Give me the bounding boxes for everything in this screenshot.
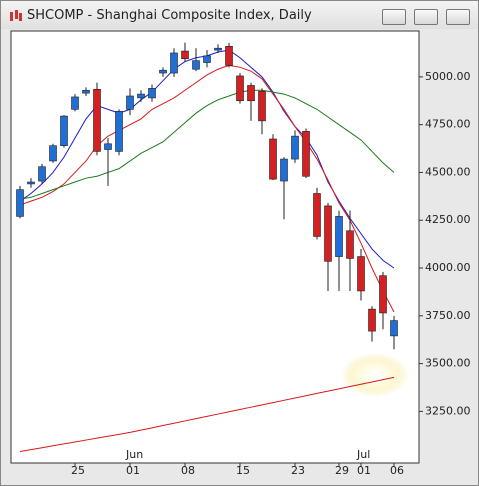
candle-body	[60, 115, 68, 146]
x-tick-label: 01	[357, 464, 371, 477]
y-tick-label: 4500.00	[425, 165, 471, 178]
candle-body	[159, 69, 167, 74]
candle-body	[225, 45, 233, 66]
candle-body	[137, 93, 145, 99]
maximize-button[interactable]	[414, 9, 438, 25]
plot-area	[10, 30, 420, 464]
candle-body	[38, 166, 46, 182]
highlight	[341, 353, 409, 397]
candle-body	[104, 143, 112, 150]
candle-body	[115, 110, 123, 152]
y-tick-label: 4750.00	[425, 118, 471, 131]
candle-body	[324, 205, 332, 262]
candle-body	[357, 256, 365, 292]
minimize-button[interactable]	[382, 9, 406, 25]
y-tick-label: 3250.00	[425, 404, 471, 417]
candle-body	[27, 181, 35, 185]
candle-body	[148, 88, 156, 99]
month-label: Jun	[125, 448, 143, 461]
x-tick-label: 08	[181, 464, 195, 477]
candle-body	[170, 52, 178, 74]
candle-body	[49, 145, 57, 162]
moving-average-line	[19, 89, 395, 200]
y-tick-label: 4000.00	[425, 261, 471, 274]
x-tick-label: 06	[390, 464, 404, 477]
window-title: SHCOMP - Shanghai Composite Index, Daily	[27, 8, 312, 23]
x-tick-label: 01	[126, 464, 140, 477]
x-tick-label: 23	[291, 464, 305, 477]
candle-body	[335, 216, 343, 257]
y-tick-label: 4250.00	[425, 213, 471, 226]
candle-body	[16, 189, 24, 217]
moving-average-line	[19, 376, 395, 453]
candle-body	[368, 308, 376, 332]
app-icon	[10, 10, 22, 21]
candle-body	[126, 95, 134, 110]
y-tick-label: 5000.00	[425, 70, 471, 83]
candle-body	[313, 193, 321, 237]
candle-body	[247, 85, 255, 102]
y-tick-label: 3750.00	[425, 309, 471, 322]
candle-body	[302, 131, 310, 177]
candle-body	[71, 96, 79, 110]
candle-body	[192, 60, 200, 70]
candle-body	[181, 50, 189, 60]
y-tick-label: 3500.00	[425, 357, 471, 370]
x-tick-label: 29	[335, 464, 349, 477]
candle-body	[203, 55, 211, 63]
x-tick-label: 25	[71, 464, 85, 477]
x-tick-label: 15	[236, 464, 250, 477]
candle-body	[214, 47, 222, 51]
candle-body	[93, 89, 101, 152]
chart: 3250.00 3500.00 3750.00 4000.00 4250.00 4500.…	[10, 30, 471, 477]
candle-body	[390, 320, 398, 337]
close-button[interactable]	[446, 9, 470, 25]
title-bar: SHCOMP - Shanghai Composite Index, Daily	[1, 1, 478, 29]
candle-body	[379, 275, 387, 314]
candle-body	[346, 230, 354, 259]
candle-body	[236, 75, 244, 102]
candle-body	[82, 89, 90, 94]
candle-body	[269, 138, 277, 180]
candle-body	[291, 135, 299, 160]
month-label: Jul	[356, 448, 370, 461]
candle-body	[258, 90, 266, 122]
candle-body	[280, 158, 288, 182]
moving-average-line	[19, 64, 395, 313]
